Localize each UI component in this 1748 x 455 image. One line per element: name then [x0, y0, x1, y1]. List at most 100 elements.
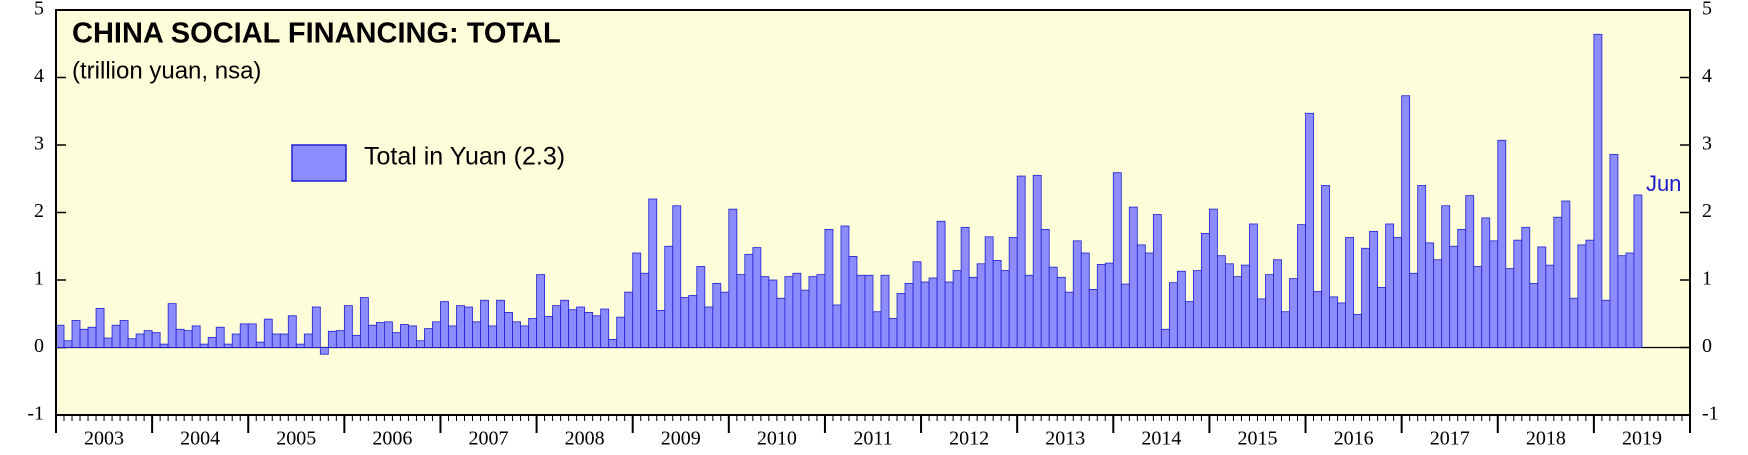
y2-tick-label: 3: [1702, 133, 1712, 155]
bar: [1561, 200, 1571, 348]
bar: [880, 274, 890, 348]
bar: [704, 306, 714, 348]
x-tick-label: 2008: [565, 428, 605, 450]
bar: [1425, 242, 1435, 348]
bar: [808, 276, 818, 348]
bar: [1144, 252, 1154, 348]
bar: [912, 261, 922, 348]
bar: [55, 324, 65, 348]
bar: [1209, 208, 1218, 348]
bar: [984, 236, 994, 348]
bar: [1593, 33, 1603, 348]
bar: [367, 324, 377, 348]
bar: [896, 293, 906, 348]
bar: [1457, 228, 1467, 348]
bar: [1433, 259, 1443, 348]
bar: [936, 220, 946, 348]
bar: [319, 347, 329, 355]
bar: [231, 333, 241, 348]
bar: [1160, 328, 1170, 348]
bar: [440, 301, 449, 348]
bar: [1321, 185, 1330, 348]
bar: [384, 321, 393, 348]
bar: [1513, 239, 1523, 348]
x-tick-label: 2009: [661, 428, 701, 450]
bar: [792, 272, 802, 348]
bar: [1625, 252, 1635, 348]
bar: [199, 343, 209, 348]
bar: [135, 333, 145, 348]
bar: [1385, 223, 1395, 348]
bar: [1040, 228, 1050, 348]
x-tick-label: 2012: [949, 428, 989, 450]
bar: [1080, 252, 1090, 348]
bar: [1329, 296, 1338, 348]
y2-tick-label: 1: [1702, 268, 1712, 290]
bar: [888, 318, 898, 348]
bar: [392, 332, 401, 348]
bar: [1473, 266, 1483, 348]
bar: [608, 338, 618, 348]
bar: [472, 321, 481, 348]
bar: [111, 324, 121, 348]
bar: [143, 330, 153, 348]
bar: [520, 325, 529, 348]
bar: [1553, 216, 1563, 348]
bar: [1104, 262, 1114, 348]
bar: [752, 247, 762, 348]
chart-subtitle: (trillion yuan, nsa): [72, 57, 261, 84]
bar: [1257, 298, 1266, 348]
bar: [343, 305, 353, 348]
bar: [408, 325, 417, 348]
x-tick-label: 2017: [1430, 428, 1470, 450]
bar: [1024, 274, 1034, 348]
bar: [215, 326, 225, 348]
bar: [696, 266, 706, 348]
bar: [592, 315, 602, 348]
bar: [680, 297, 690, 348]
y2-tick-label: 2: [1702, 200, 1712, 222]
bar: [255, 341, 265, 348]
bar: [303, 333, 313, 348]
bar: [824, 228, 834, 348]
bar: [512, 321, 521, 348]
y-tick-label: -1: [27, 403, 44, 425]
bar: [359, 297, 369, 348]
bar: [1225, 263, 1234, 348]
bar: [1032, 174, 1042, 348]
bar: [103, 337, 113, 348]
bar: [720, 291, 730, 348]
bar: [1120, 283, 1130, 348]
bar: [1249, 223, 1258, 348]
x-tick-label: 2006: [372, 428, 412, 450]
bar: [1521, 226, 1531, 348]
y2-tick-label: 0: [1702, 335, 1712, 357]
bar: [1497, 139, 1507, 348]
bar: [816, 274, 826, 348]
bar: [183, 330, 193, 348]
bar: [287, 315, 297, 348]
y-tick-label: 1: [34, 268, 44, 290]
bar: [776, 297, 786, 348]
bar: [760, 276, 770, 348]
y-tick-label: 0: [34, 335, 44, 357]
bar: [464, 306, 473, 348]
bar: [632, 252, 642, 348]
bar: [1377, 287, 1387, 348]
bar: [1441, 205, 1451, 348]
bar: [79, 328, 89, 348]
bar: [560, 299, 570, 348]
bar: [127, 338, 137, 348]
bar: [944, 281, 954, 348]
bar: [928, 277, 938, 348]
bar: [480, 299, 489, 348]
y-tick-label: 3: [34, 133, 44, 155]
bar: [151, 332, 161, 348]
bar: [239, 323, 249, 348]
bar: [1577, 244, 1587, 348]
bar: [1201, 233, 1210, 348]
bar: [375, 322, 385, 348]
bar: [1088, 289, 1098, 348]
bar: [1064, 291, 1074, 348]
bar: [616, 316, 626, 348]
